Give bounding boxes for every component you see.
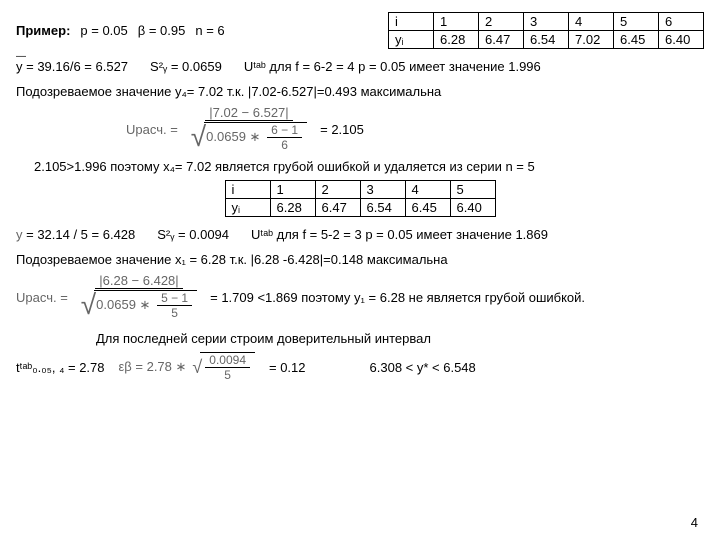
eps-den: 5 bbox=[220, 368, 235, 382]
frac1-eq: = 2.105 bbox=[320, 122, 364, 137]
utab-2: Uᵗᵃᵇ для f = 5-2 = 3 p = 0.05 имеет знач… bbox=[251, 227, 548, 242]
param-beta: β = 0.95 bbox=[138, 23, 186, 38]
param-n: n = 6 bbox=[195, 23, 224, 38]
frac1: |7.02 − 6.527| √ 0.0659 ∗ 6 − 1 6 bbox=[187, 105, 311, 153]
eps-label: εβ = 2.78 ∗ bbox=[119, 359, 187, 375]
t1-r6: 6.40 bbox=[659, 31, 704, 49]
suspect-text-2: Подозреваемое значение x₁ = 6.28 т.к. |6… bbox=[16, 252, 704, 267]
frac2: |6.28 − 6.428| √ 0.0659 ∗ 5 − 1 5 bbox=[77, 273, 201, 321]
t2-r2: 6.47 bbox=[315, 199, 360, 217]
urasc-label-2: Uрасч. = bbox=[16, 290, 68, 305]
s2y-2: S²ᵧ = 0.0094 bbox=[157, 227, 229, 242]
t2-h2: 2 bbox=[315, 181, 360, 199]
t2-h5: 5 bbox=[450, 181, 495, 199]
ttab: tᵗᵃᵇ₀.₀₅, ₄ = 2.78 bbox=[16, 360, 105, 375]
sqrt2: √ 0.0659 ∗ 5 − 1 5 bbox=[81, 289, 197, 321]
ci-text: Для последней серии строим доверительный… bbox=[96, 331, 704, 346]
ybar-calc-2: = 32.14 / 5 = 6.428 bbox=[23, 227, 136, 242]
frac1-num: |7.02 − 6.527| bbox=[205, 105, 292, 121]
frac2-num: |6.28 − 6.428| bbox=[95, 273, 182, 289]
t1-r2: 6.47 bbox=[479, 31, 524, 49]
page-number: 4 bbox=[691, 515, 698, 530]
t2-r3: 6.54 bbox=[360, 199, 405, 217]
ybar-block: y = 39.16/6 = 6.527 bbox=[16, 59, 128, 74]
s2y-1: S²ᵧ = 0.0659 bbox=[150, 59, 222, 74]
t2-r1: 6.28 bbox=[270, 199, 315, 217]
t1-h6: 6 bbox=[659, 13, 704, 31]
t1-r0: yᵢ bbox=[389, 31, 434, 49]
t1-h3: 3 bbox=[524, 13, 569, 31]
t1-r5: 6.45 bbox=[614, 31, 659, 49]
frac1-inner-den: 6 bbox=[277, 138, 292, 152]
t2-h0: i bbox=[225, 181, 270, 199]
t1-r1: 6.28 bbox=[434, 31, 479, 49]
data-table-1: i 1 2 3 4 5 6 yᵢ 6.28 6.47 6.54 7.02 6.4… bbox=[388, 12, 704, 49]
t2-r0: yᵢ bbox=[225, 199, 270, 217]
urasc-label-1: Uрасч. = bbox=[126, 122, 178, 137]
ybar-calc: = 39.16/6 = 6.527 bbox=[23, 59, 129, 74]
frac1-inner-num: 6 − 1 bbox=[267, 123, 302, 138]
ybar-symbol: y bbox=[16, 59, 23, 74]
data-table-2: i 1 2 3 4 5 yᵢ 6.28 6.47 6.54 6.45 6.40 bbox=[225, 180, 496, 217]
t1-h4: 4 bbox=[569, 13, 614, 31]
t2-r4: 6.45 bbox=[405, 199, 450, 217]
interval: 6.308 < y* < 6.548 bbox=[370, 360, 476, 375]
t2-r5: 6.40 bbox=[450, 199, 495, 217]
frac2-inner-den: 5 bbox=[167, 306, 182, 320]
param-p: p = 0.05 bbox=[80, 23, 127, 38]
t2-h4: 4 bbox=[405, 181, 450, 199]
eps-num: 0.0094 bbox=[205, 353, 250, 368]
sqrt1: √ 0.0659 ∗ 6 − 1 6 bbox=[191, 121, 307, 153]
t1-h0: i bbox=[389, 13, 434, 31]
suspect-text-1: Подозреваемое значение y₄= 7.02 т.к. |7.… bbox=[16, 84, 704, 99]
ybar-block2: y = 32.14 / 5 = 6.428 bbox=[16, 227, 135, 242]
t2-h1: 1 bbox=[270, 181, 315, 199]
utab-1: Uᵗᵃᵇ для f = 6-2 = 4 p = 0.05 имеет знач… bbox=[244, 59, 541, 74]
t1-r3: 6.54 bbox=[524, 31, 569, 49]
t2-h3: 3 bbox=[360, 181, 405, 199]
t1-r4: 7.02 bbox=[569, 31, 614, 49]
t1-h1: 1 bbox=[434, 13, 479, 31]
t1-h2: 2 bbox=[479, 13, 524, 31]
eps-sqrt: √ 0.0094 5 bbox=[192, 352, 255, 382]
example-label: Пример: bbox=[16, 23, 70, 38]
conclusion-1: 2.105>1.996 поэтому x₄= 7.02 является гр… bbox=[34, 159, 704, 174]
frac2-inner-num: 5 − 1 bbox=[157, 291, 192, 306]
t1-h5: 5 bbox=[614, 13, 659, 31]
eps-eq: = 0.12 bbox=[269, 360, 306, 375]
frac2-denleft: 0.0659 ∗ bbox=[96, 297, 150, 312]
frac1-denleft: 0.0659 ∗ bbox=[206, 129, 260, 144]
frac2-eq: = 1.709 <1.869 поэтому y₁ = 6.28 не явля… bbox=[210, 290, 585, 305]
